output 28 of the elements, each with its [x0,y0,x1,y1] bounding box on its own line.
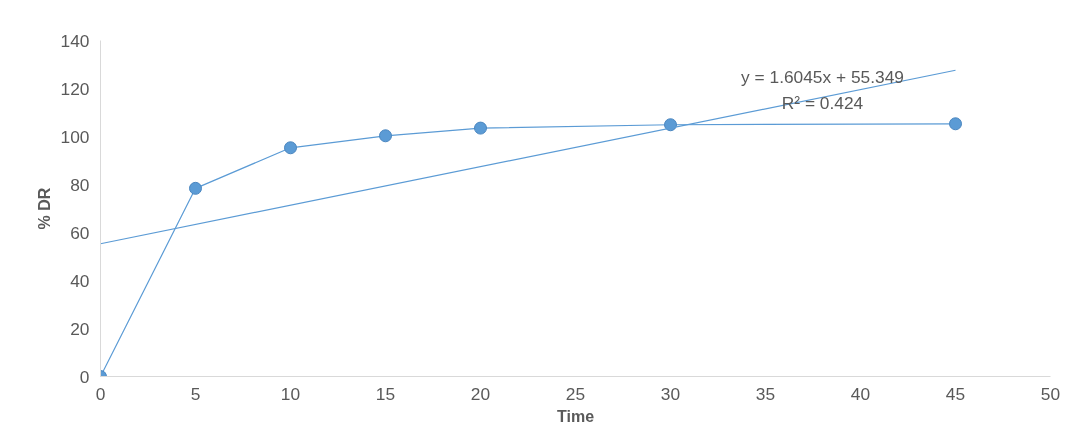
point [474,121,487,135]
y-axis-title: % DR [35,187,53,230]
x-tick-label: 10 [280,383,301,404]
annotation: y = 1.6045x + 55.349 [741,66,904,87]
point [379,129,392,143]
y-tick-label: 100 [60,126,90,147]
x-tick-label: 0 [95,383,106,404]
x-tick-label: 25 [565,383,586,404]
y-tick-label: 20 [70,318,90,339]
x-tick-label: 30 [660,383,681,404]
point [284,141,297,155]
x-tick-label: 40 [850,383,871,404]
x-tick-label: 15 [375,383,396,404]
y-tick-label: 60 [70,222,90,243]
x-tick-label: 35 [755,383,776,404]
y-tick-label: 120 [60,78,90,99]
x-tick-label: 50 [1040,383,1061,404]
x-tick-label: 20 [470,383,491,404]
y-tick-label: 140 [60,30,90,51]
point [189,181,202,195]
y-tick-label: 0 [79,366,90,387]
x-tick-label: 45 [945,383,966,404]
y-tick-label: 40 [70,270,90,291]
point [949,117,962,131]
x-tick-label: 5 [190,383,201,404]
y-tick-label: 80 [70,174,90,195]
point [664,118,677,132]
x-axis-title: Time [556,407,595,425]
